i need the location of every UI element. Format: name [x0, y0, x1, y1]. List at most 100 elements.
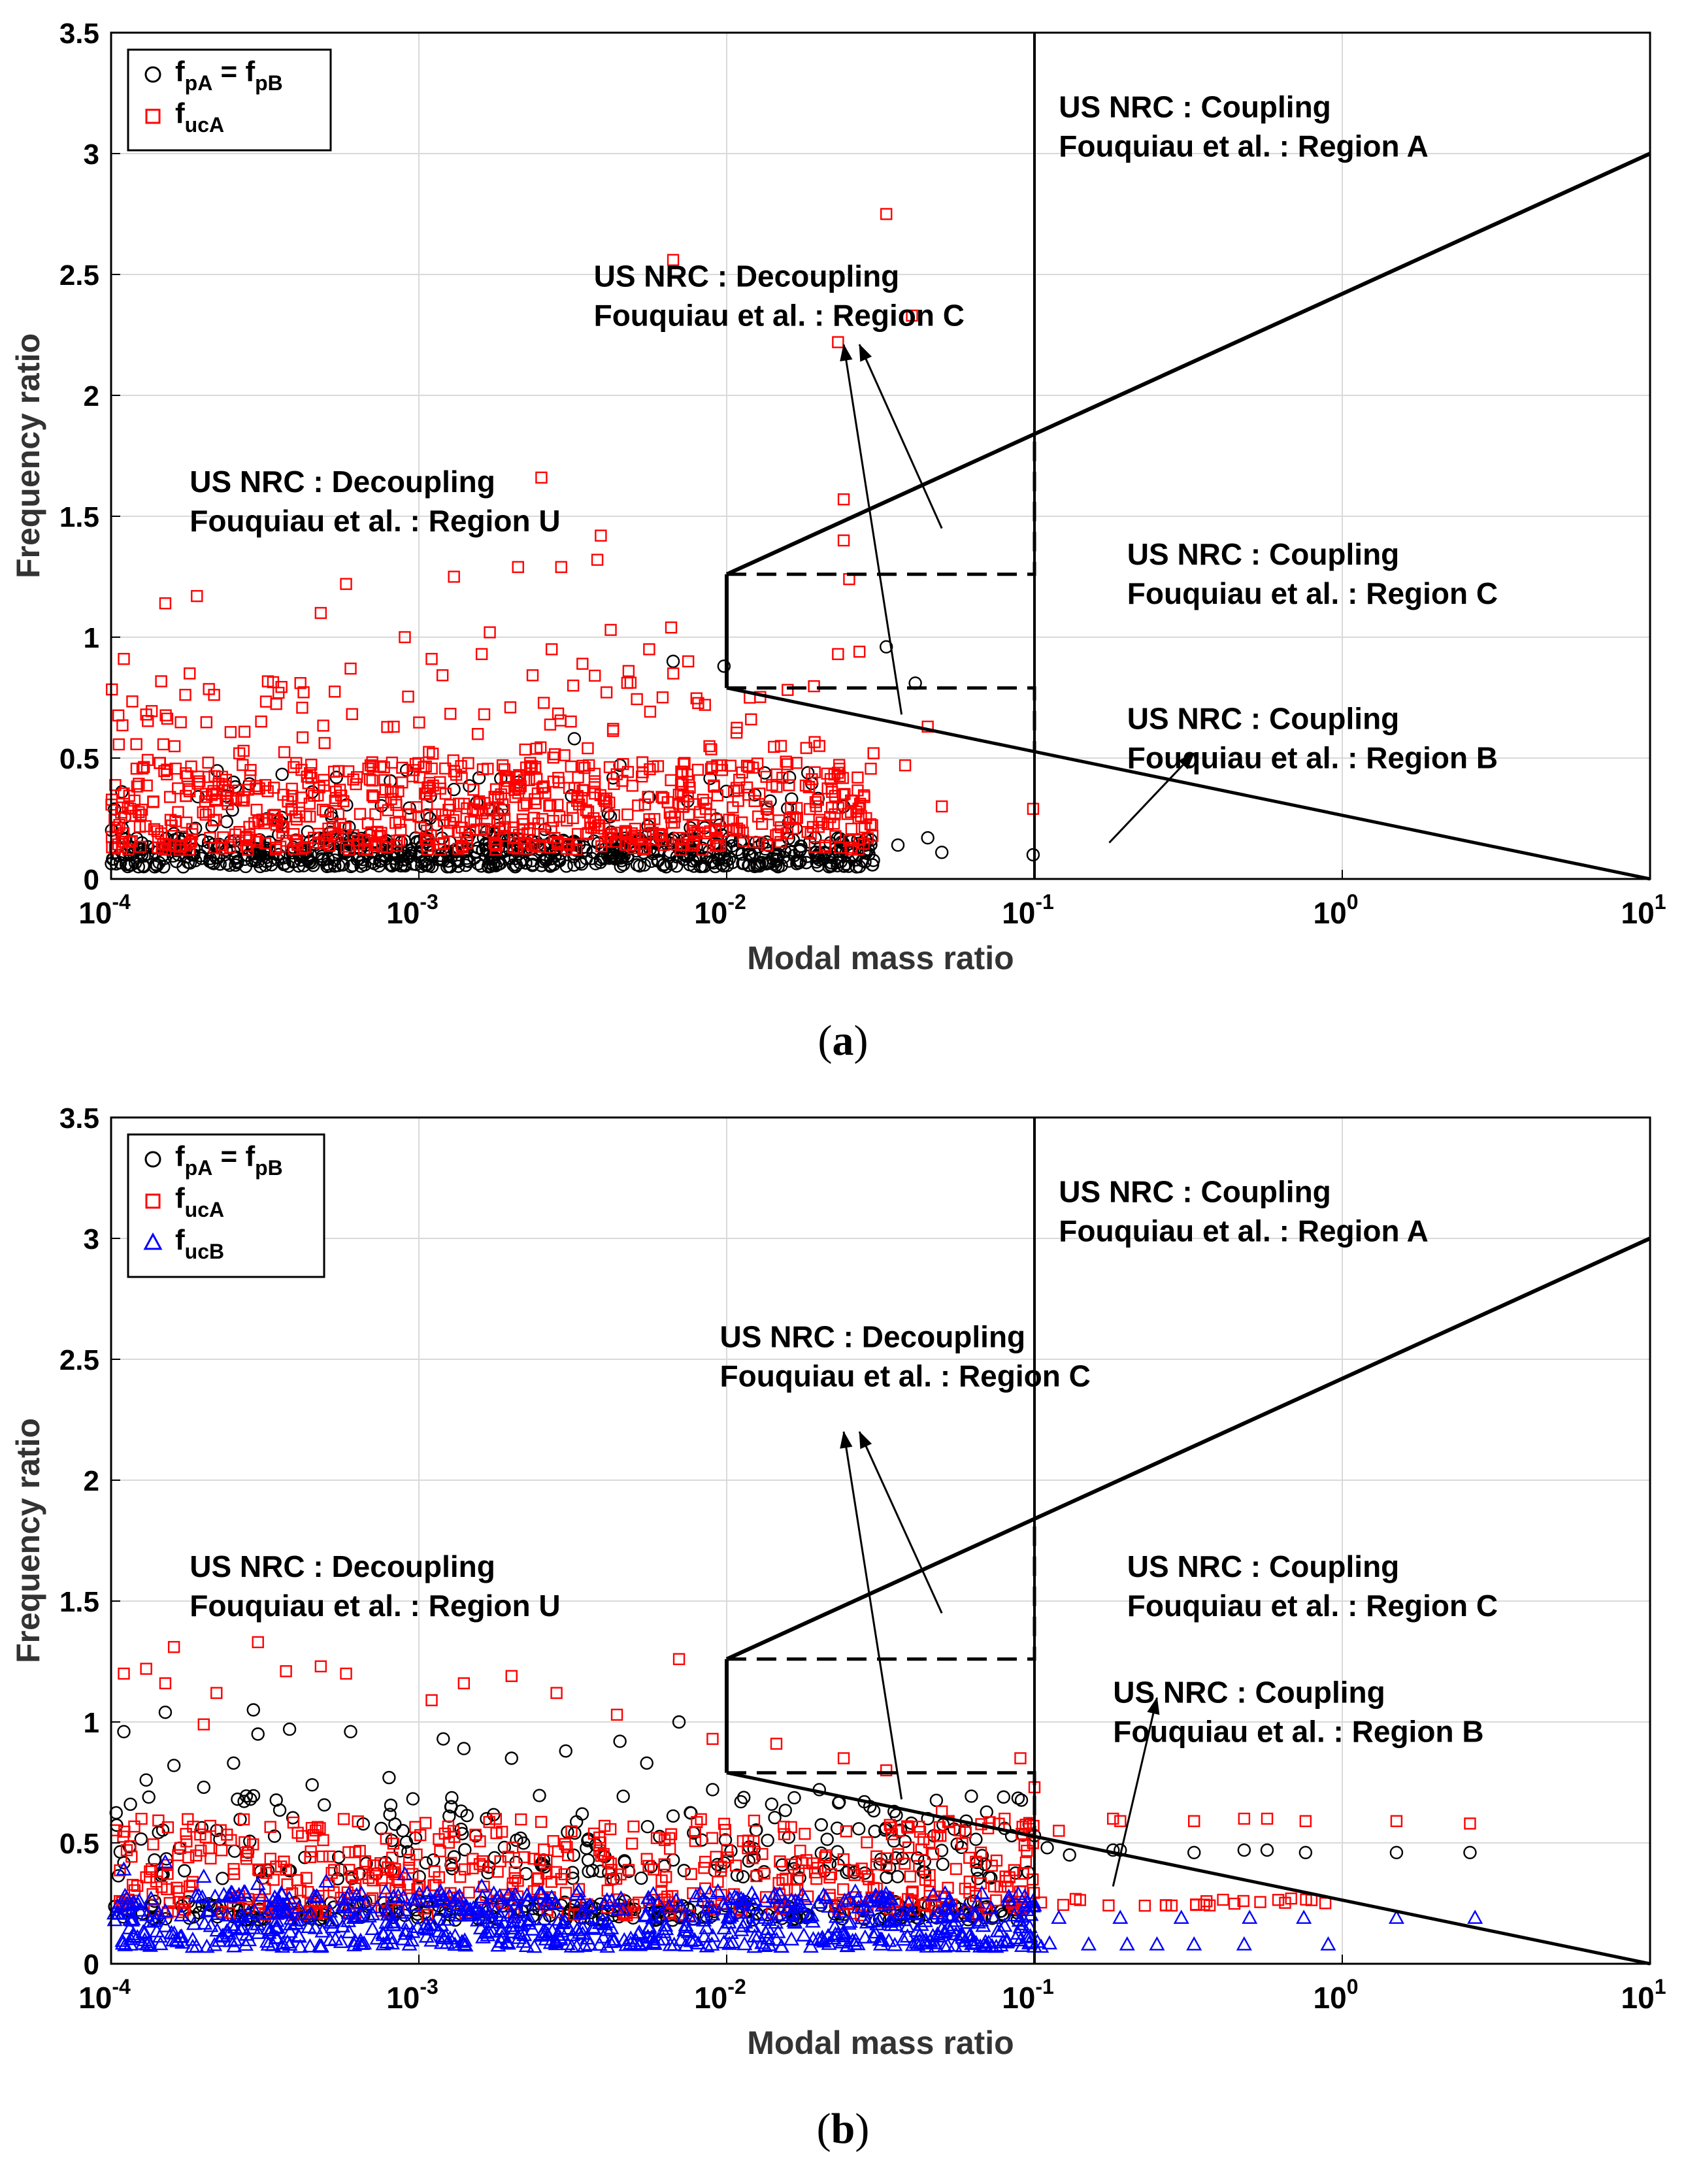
fucB-point — [999, 1934, 1015, 1949]
fucA-point — [223, 841, 237, 853]
fucA-point — [346, 708, 358, 720]
fucA-point — [519, 743, 531, 756]
annotation-arrows — [840, 1431, 1160, 1887]
fucA-point — [510, 770, 523, 784]
fp-point — [1260, 1843, 1274, 1857]
fucB-point — [380, 1902, 396, 1917]
legend-f: f — [175, 1182, 185, 1214]
fp-point — [887, 1804, 901, 1819]
fp-point — [382, 1770, 396, 1785]
fp-point — [745, 850, 759, 863]
fucA-point — [319, 805, 332, 818]
fucB-point — [1008, 1930, 1024, 1945]
fucB-point — [859, 1901, 876, 1916]
fucA-point — [457, 1677, 471, 1689]
fucA-point — [870, 1882, 883, 1895]
fucA-point — [402, 808, 414, 821]
fucB-point — [563, 1938, 580, 1953]
fucB-point — [365, 1906, 381, 1921]
fucA-point — [802, 780, 816, 793]
fucA-point — [781, 758, 794, 770]
fucB-point — [268, 1920, 284, 1934]
fucB-point — [157, 1903, 174, 1917]
fucA-point — [261, 785, 274, 797]
fucA-point — [244, 769, 257, 782]
fucA-point — [677, 758, 690, 770]
fp-point — [676, 847, 690, 861]
fucB-point — [274, 1887, 290, 1901]
fucA-point — [683, 775, 695, 788]
x-tick-base: 10 — [1621, 896, 1655, 930]
fucA-point — [837, 1853, 850, 1866]
fucA-point — [627, 1820, 640, 1833]
y-tick-label: 2.5 — [59, 259, 99, 291]
fucA-point — [561, 814, 573, 827]
fucB-point — [397, 1925, 414, 1940]
fp-point — [1014, 1793, 1029, 1807]
y-tick-label: 3 — [84, 139, 99, 171]
fucB-point — [1467, 1910, 1483, 1924]
fucB-point — [661, 1898, 677, 1913]
fucB-point — [703, 1899, 719, 1913]
fucA-point — [639, 842, 652, 855]
fucB-point — [673, 1898, 689, 1913]
fucA-point — [825, 801, 838, 814]
legend-subscript: pA — [185, 71, 213, 95]
fucA-point — [608, 809, 620, 821]
fp-point — [775, 1858, 789, 1872]
fucA-point — [1285, 1892, 1297, 1905]
fp-point — [630, 858, 644, 872]
fucA-point — [221, 1828, 233, 1841]
fucA-point — [374, 1857, 387, 1870]
fucA-point — [742, 1834, 755, 1847]
x-tick-exponent: 0 — [1347, 890, 1359, 914]
fucB-point — [468, 1900, 484, 1915]
fp-point — [904, 1816, 918, 1830]
fucA-point — [305, 772, 318, 784]
fp-point — [1389, 1845, 1404, 1860]
fucA-point — [248, 817, 261, 829]
fucB-point — [302, 1938, 318, 1953]
fucA-point — [535, 741, 547, 753]
fucA-point — [520, 797, 533, 810]
fucA-point — [657, 792, 670, 804]
fucA-point — [715, 1861, 727, 1873]
fp-point — [613, 1734, 627, 1748]
fucA-point — [710, 832, 723, 844]
fucB-point — [672, 1932, 689, 1946]
fucA-point — [1237, 1894, 1249, 1908]
fucA-point — [468, 814, 480, 827]
fucA-point — [829, 789, 842, 802]
fucA-point — [544, 799, 557, 812]
fucB-point — [418, 1916, 434, 1931]
fucB-point — [794, 1886, 811, 1901]
fucA-point — [512, 561, 524, 573]
fucA-point — [379, 1882, 391, 1894]
fucB-point — [351, 1894, 367, 1909]
boundary-upper-line — [725, 152, 1651, 576]
fucA-point — [227, 1862, 240, 1876]
fucA-point — [438, 815, 450, 827]
fucA-point — [191, 589, 203, 603]
y-tick-label: 0 — [84, 864, 99, 896]
fucA-point — [316, 1850, 329, 1863]
fucA-point — [351, 835, 364, 847]
x-tick-label: 10-4 — [78, 1975, 131, 2015]
fucA-point — [902, 1893, 914, 1906]
fucB-point — [474, 1889, 491, 1904]
fucB-point — [1119, 1936, 1135, 1951]
fucB-point — [274, 1904, 290, 1919]
fucA-point — [812, 793, 824, 806]
fp-point — [567, 858, 581, 872]
x-tick-base: 10 — [1621, 1981, 1655, 2015]
fucA-point — [753, 836, 765, 849]
fucA-point — [785, 801, 797, 814]
fucB-point — [1236, 1936, 1252, 1951]
fucA-point — [342, 844, 355, 856]
fucB-point — [737, 1914, 753, 1929]
fucB-point — [148, 1923, 165, 1938]
fp-point — [736, 1870, 750, 1884]
fp-point — [131, 860, 146, 874]
fucA-point — [512, 1874, 524, 1887]
fucA-point — [550, 1866, 563, 1878]
